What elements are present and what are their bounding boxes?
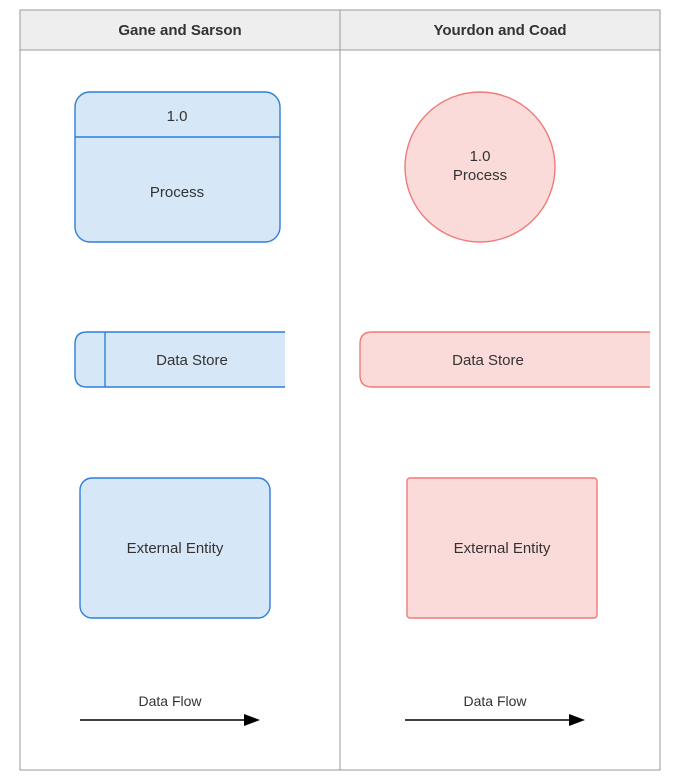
gs-entity-label: External Entity (127, 540, 224, 557)
yc-datastore-shape: Data Store (360, 332, 650, 387)
gs-entity-shape: External Entity (80, 478, 270, 618)
yc-process-label: Process (453, 167, 507, 184)
gs-process-num: 1.0 (167, 108, 188, 125)
yc-dataflow-label: Data Flow (463, 693, 527, 709)
diagram-svg: Gane and Sarson Yourdon and Coad 1.0 Pro… (0, 0, 682, 784)
gs-process-label: Process (150, 184, 204, 201)
yc-dataflow-arrow: Data Flow (405, 693, 585, 726)
yc-process-shape: 1.0 Process (405, 92, 555, 242)
yc-entity-label: External Entity (454, 540, 551, 557)
gs-dataflow-label: Data Flow (138, 693, 202, 709)
header-left-label: Gane and Sarson (118, 22, 241, 39)
diagram-page: Gane and Sarson Yourdon and Coad 1.0 Pro… (0, 0, 682, 784)
header-right-label: Yourdon and Coad (433, 22, 566, 39)
yc-process-num: 1.0 (470, 148, 491, 165)
yc-datastore-label: Data Store (452, 352, 524, 369)
gs-datastore-label: Data Store (156, 352, 228, 369)
gs-datastore-shape: Data Store (75, 332, 285, 387)
gs-dataflow-arrow: Data Flow (80, 693, 260, 726)
yc-entity-shape: External Entity (407, 478, 597, 618)
gs-process-shape: 1.0 Process (75, 92, 280, 242)
